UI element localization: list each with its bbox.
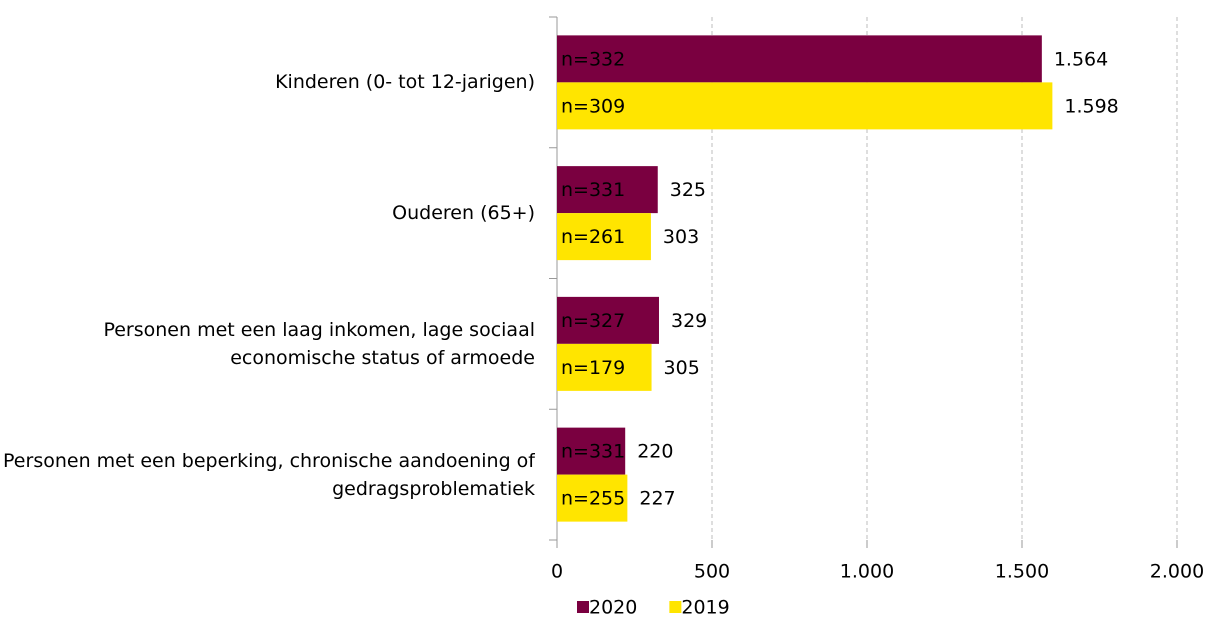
bar — [557, 296, 659, 344]
x-tick-label: 1.500 — [995, 561, 1049, 583]
category-label: Personen met een laag inkomen, lage soci… — [103, 318, 535, 369]
bar — [557, 474, 628, 522]
bar — [557, 427, 626, 475]
category-label: Ouderen (65+) — [392, 202, 535, 225]
bar — [557, 166, 658, 214]
x-tick-label: 500 — [694, 561, 730, 583]
sample-label: n=179 — [561, 357, 625, 379]
value-label: 227 — [639, 488, 675, 510]
sample-label: n=331 — [561, 441, 625, 463]
sample-label: n=331 — [561, 179, 625, 201]
x-tick-label: 0 — [551, 561, 563, 583]
x-tick-label: 1.000 — [840, 561, 894, 583]
value-label: 1.564 — [1054, 48, 1108, 70]
value-label: 305 — [664, 357, 700, 379]
category-label-box: Personen met een laag inkomen, lage soci… — [103, 318, 535, 369]
bar — [557, 82, 1053, 130]
legend-swatch — [577, 601, 589, 613]
category-label: Kinderen (0- tot 12-jarigen) — [275, 71, 535, 94]
category-label-box: Ouderen (65+) — [392, 202, 535, 225]
value-label: 220 — [637, 441, 673, 463]
sample-label: n=261 — [561, 226, 625, 248]
category-label-box: Personen met een beperking, chronische a… — [3, 449, 535, 500]
legend-label: 2020 — [589, 597, 637, 619]
bar — [557, 213, 651, 261]
sample-label: n=255 — [561, 488, 625, 510]
bar — [557, 343, 652, 391]
legend-swatch — [669, 601, 682, 613]
sample-label: n=309 — [561, 95, 625, 117]
value-label: 325 — [670, 179, 706, 201]
category-label: Personen met een beperking, chronische a… — [3, 449, 535, 500]
value-label: 303 — [663, 226, 699, 248]
sample-label: n=332 — [561, 48, 625, 70]
x-tick-label: 2.000 — [1150, 561, 1204, 583]
value-label: 1.598 — [1064, 95, 1118, 117]
value-label: 329 — [671, 310, 707, 332]
bar — [557, 35, 1042, 83]
sample-label: n=327 — [561, 310, 625, 332]
legend-label: 2019 — [681, 597, 729, 619]
category-label-box: Kinderen (0- tot 12-jarigen) — [275, 71, 535, 94]
